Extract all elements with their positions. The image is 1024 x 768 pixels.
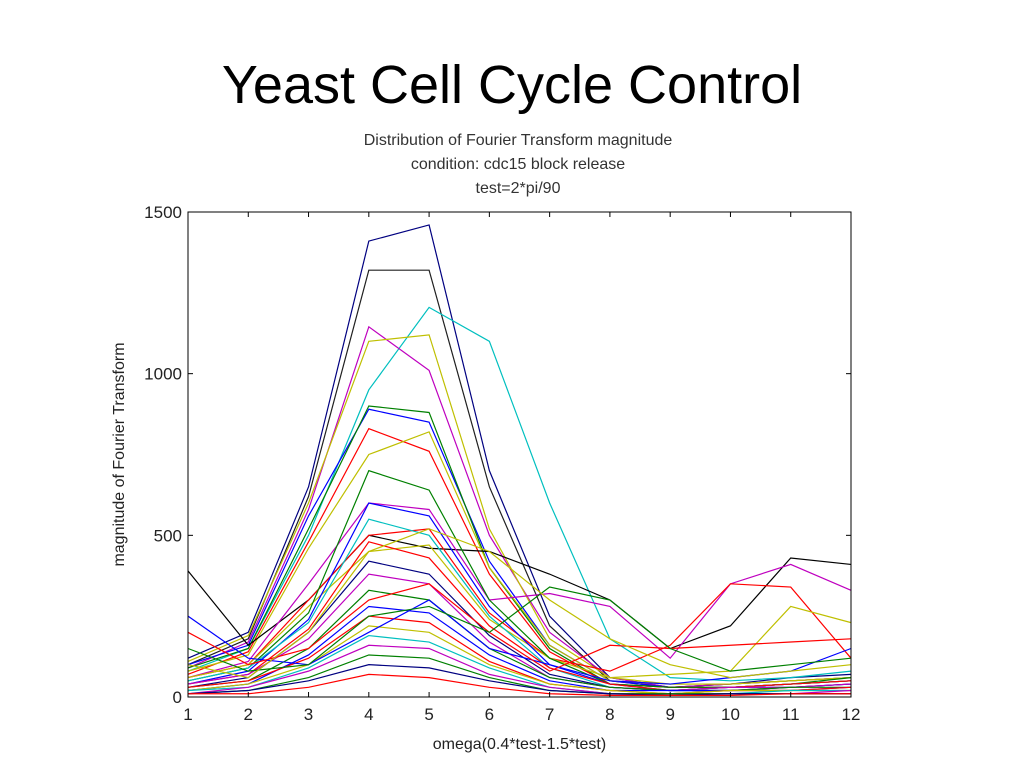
series-line-23 [187, 625, 851, 695]
x-tick-label: 11 [782, 705, 800, 724]
x-tick-label: 9 [665, 705, 674, 724]
x-tick-label: 8 [605, 705, 614, 724]
y-tick-label: 500 [154, 526, 182, 545]
series-line-3 [187, 306, 852, 682]
slide-title: Yeast Cell Cycle Control [221, 55, 803, 115]
y-tick-label: 1000 [144, 365, 182, 384]
series-line-11 [187, 502, 852, 679]
x-axis-label: omega(0.4*test-1.5*test) [433, 736, 606, 753]
series-line-10 [187, 534, 852, 650]
series-line-31 [187, 586, 852, 672]
plot-frame [187, 211, 852, 698]
y-axis-label: magnitude of Fourier Transform [111, 342, 128, 566]
series-line-27 [187, 664, 851, 696]
x-tick-label: 2 [244, 705, 253, 724]
series-line-32 [187, 528, 852, 679]
series-line-2 [187, 269, 852, 688]
y-tick-label: 0 [173, 688, 182, 707]
series-line-28 [188, 673, 851, 696]
x-tick-label: 4 [364, 705, 373, 724]
x-tick-label: 1 [183, 705, 192, 724]
x-tick-label: 12 [842, 705, 861, 724]
chart-title-line-2: condition: cdc15 block release [410, 156, 626, 173]
series-line-4 [187, 325, 852, 688]
y-tick-label: 1500 [144, 203, 182, 222]
chart-title-line-1: Distribution of Fourier Transform magnit… [363, 132, 673, 149]
x-tick-label: 6 [485, 705, 494, 724]
x-tick-label: 10 [721, 705, 740, 724]
series-layer [187, 224, 852, 696]
series-line-1 [187, 224, 852, 688]
series-line-13 [187, 544, 852, 679]
series-line-19 [187, 573, 852, 692]
x-tick-label: 3 [304, 705, 313, 724]
series-line-30 [187, 583, 852, 672]
series-line-9 [187, 431, 852, 685]
chart-title-line-3: test=2*pi/90 [475, 180, 561, 197]
x-tick-label: 7 [545, 705, 554, 724]
x-tick-label: 5 [424, 705, 433, 724]
